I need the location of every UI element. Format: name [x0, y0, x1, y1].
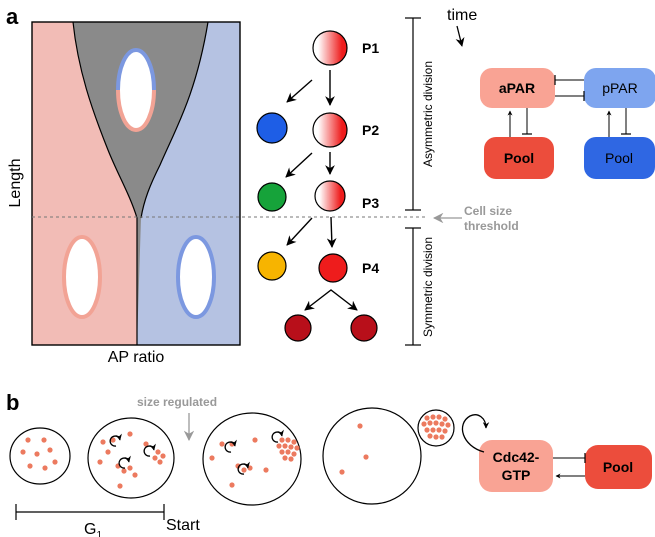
- cell-p4: [318, 253, 348, 283]
- division-brackets: [405, 17, 421, 346]
- cell-blue-daughter: [256, 112, 288, 144]
- cdc42-network: [461, 414, 652, 492]
- pool-a-label: Pool: [504, 150, 534, 166]
- ppar-label: pPAR: [602, 80, 638, 96]
- cell4-dots: [339, 414, 451, 475]
- cell2-feedback-loops: [109, 433, 156, 469]
- g1-bracket: [15, 504, 165, 520]
- cell-green-daughter: [257, 182, 287, 212]
- yeast-cell-2: [87, 417, 175, 499]
- pool-p-label: Pool: [605, 150, 633, 166]
- cdc42-self-activation: [461, 414, 490, 453]
- cell-p3: [314, 180, 346, 212]
- yeast-cell-4: [322, 407, 422, 505]
- par-network: [480, 68, 655, 179]
- yeast-cell-1: [9, 427, 71, 485]
- pool-b-label: Pool: [603, 459, 633, 475]
- label-p4: P4: [362, 260, 379, 276]
- arrow-p2-green: [285, 152, 313, 178]
- polarized-cell-anterior-cap: [116, 89, 156, 132]
- y-axis-label: Length: [7, 159, 24, 208]
- apar-node: [480, 68, 555, 108]
- cell-dark-red-right: [350, 314, 378, 342]
- yeast-bud: [417, 409, 455, 447]
- ppar-node: [584, 68, 655, 108]
- cell1-dots: [20, 437, 58, 471]
- boundary-left: [72, 21, 138, 345]
- time-label: time: [447, 7, 477, 24]
- arrow-p3-orange: [286, 217, 313, 246]
- asymmetric-division-label: Asymmetric division: [421, 61, 435, 167]
- arrow-p1-blue: [286, 79, 313, 103]
- symmetric-division-label: Symmetric division: [421, 237, 435, 337]
- label-p2: P2: [362, 122, 379, 138]
- pool-p-node: [584, 137, 655, 179]
- size-regulated-label: size regulated: [137, 395, 217, 409]
- cell3-feedback-loops: [224, 429, 284, 475]
- yeast-cell-3: [202, 412, 302, 506]
- cell-p2: [312, 112, 348, 148]
- cell2-dots: [97, 431, 166, 489]
- label-p1: P1: [362, 40, 379, 56]
- arrow-p4-daughters: [304, 289, 358, 311]
- cdc42-label-line1: Cdc42-: [493, 449, 540, 465]
- time-arrow: [455, 25, 465, 47]
- asymmetric-region: [73, 22, 208, 345]
- panel-a-letter: a: [6, 4, 19, 29]
- panel-b-letter: b: [6, 390, 19, 415]
- polarized-cell-posterior-cap: [116, 48, 156, 91]
- cell-orange-daughter: [257, 251, 287, 281]
- cdc42-label-line2: GTP: [502, 467, 531, 483]
- g1-label: G1: [84, 521, 102, 537]
- cell-dark-red-left: [284, 314, 312, 342]
- polarized-cell: [118, 50, 154, 130]
- arrow-p3-p4: [326, 216, 337, 248]
- start-label: Start: [166, 517, 200, 534]
- boundary-right: [140, 21, 209, 219]
- x-axis-label: AP ratio: [108, 349, 165, 366]
- cell-p1: [312, 30, 348, 66]
- anterior-uniform-cell: [62, 235, 102, 319]
- threshold-label-line1: Cell size: [464, 204, 512, 218]
- pool-b-node: [585, 445, 652, 489]
- apar-label: aPAR: [499, 80, 535, 96]
- plot-frame: [31, 21, 241, 346]
- lineage-tree: [256, 30, 378, 342]
- pool-a-node: [484, 137, 554, 179]
- cdc42-node: [479, 440, 553, 492]
- phase-plot: [31, 21, 241, 346]
- label-p3: P3: [362, 195, 379, 211]
- posterior-uniform-cell: [176, 235, 216, 319]
- threshold-label-line2: threshold: [464, 219, 519, 233]
